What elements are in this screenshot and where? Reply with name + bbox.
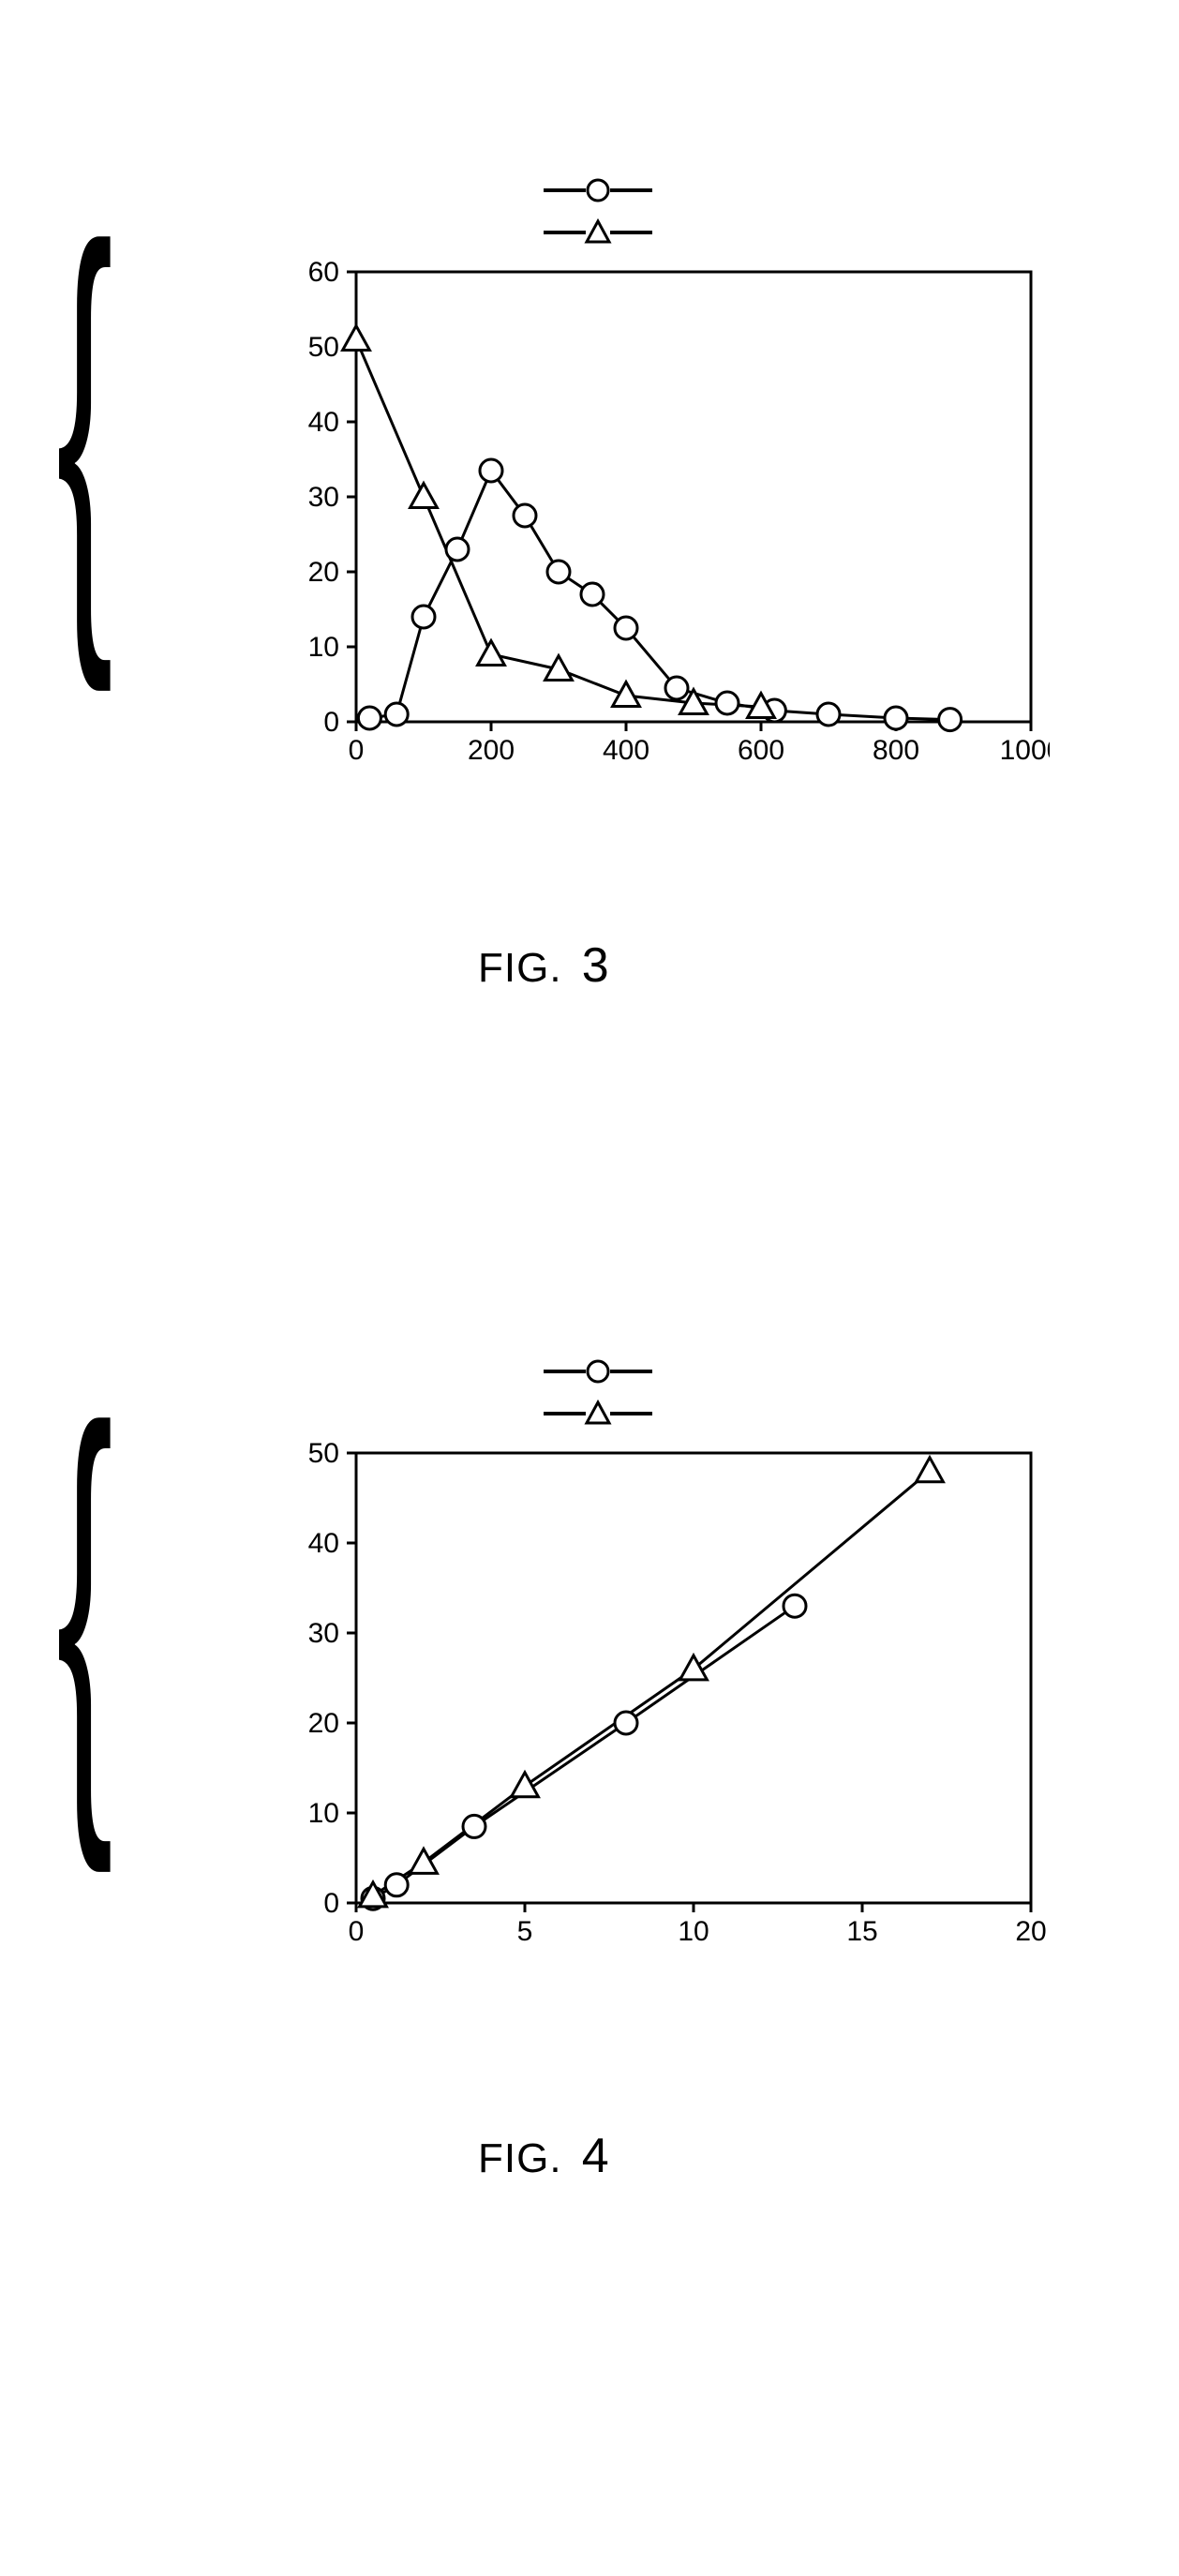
caption-fig3: FIG. 3 [478,937,610,994]
svg-text:10: 10 [308,632,339,663]
svg-text:0: 0 [323,1888,339,1919]
legend-fig3 [544,169,652,253]
brace-icon: { [56,1359,113,1847]
chart-svg-fig4: 0 5 10 15 20 0 10 20 30 40 50 [281,1434,1050,1959]
svg-text:5: 5 [517,1916,533,1947]
svg-text:1000: 1000 [1000,735,1050,766]
legend-line-icon [544,1412,586,1415]
legend-line-icon [610,1370,652,1373]
legend-line-icon [544,231,586,234]
chart-fig3: 0 200 400 600 800 1000 0 10 20 30 40 50 60 [281,253,1050,778]
caption-prefix: FIG. [478,945,562,991]
legend-line-icon [610,231,652,234]
svg-text:40: 40 [308,407,339,438]
circle-icon [584,1357,612,1385]
legend-line-icon [610,188,652,192]
page: { 0200400600800100001020 [0,0,1179,2576]
svg-text:30: 30 [308,1618,339,1649]
svg-text:20: 20 [308,1708,339,1739]
svg-text:200: 200 [468,735,515,766]
chart-svg-fig3: 0 200 400 600 800 1000 0 10 20 30 40 50 60 [281,253,1050,778]
legend-line-icon [544,188,586,192]
triangle-icon [584,1400,612,1428]
brace-icon: { [56,178,113,666]
svg-text:400: 400 [603,735,649,766]
caption-number: 4 [582,2129,610,2183]
triangle-icon [584,218,612,247]
legend-fig4 [544,1350,652,1434]
svg-text:50: 50 [308,1438,339,1469]
legend-line-icon [544,1370,586,1373]
svg-text:50: 50 [308,332,339,363]
svg-text:0: 0 [349,735,365,766]
svg-text:10: 10 [678,1916,709,1947]
svg-text:800: 800 [873,735,919,766]
svg-text:0: 0 [349,1916,365,1947]
caption-fig4: FIG. 4 [478,2128,610,2184]
caption-prefix: FIG. [478,2135,562,2181]
svg-text:20: 20 [1015,1916,1046,1947]
svg-text:0: 0 [323,707,339,738]
legend-row-circle [544,169,652,211]
chart-fig4: 0 5 10 15 20 0 10 20 30 40 50 [281,1434,1050,1959]
caption-number: 3 [582,938,610,993]
svg-text:60: 60 [308,257,339,288]
svg-text:15: 15 [846,1916,877,1947]
legend-line-icon [610,1412,652,1415]
circle-icon [584,176,612,204]
legend-row-triangle [544,1392,652,1434]
svg-text:20: 20 [308,557,339,588]
legend-row-circle [544,1350,652,1392]
svg-text:10: 10 [308,1798,339,1829]
svg-text:600: 600 [738,735,784,766]
svg-text:40: 40 [308,1528,339,1559]
svg-text:30: 30 [308,482,339,513]
legend-row-triangle [544,211,652,253]
